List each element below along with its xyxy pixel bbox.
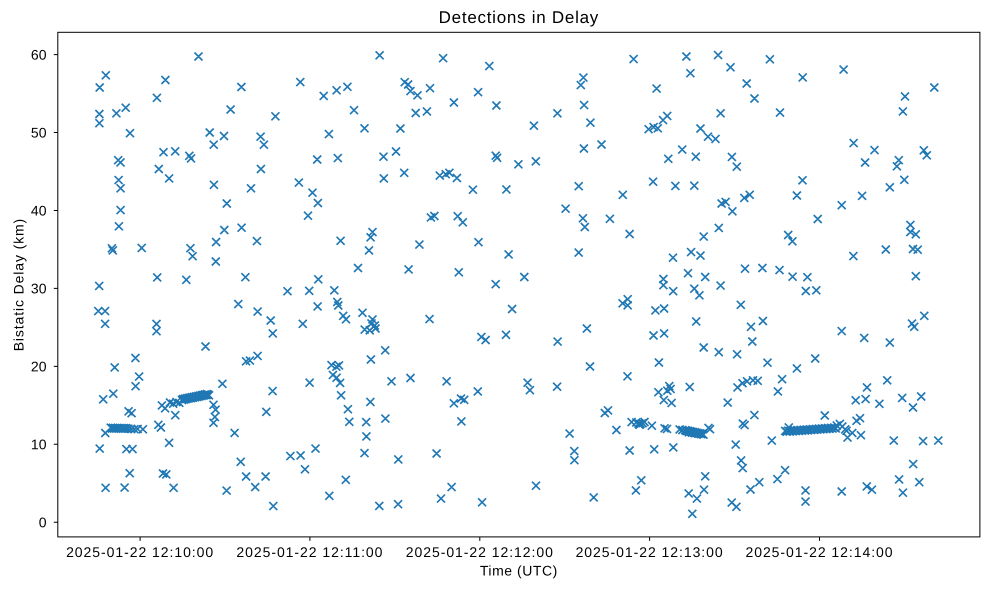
svg-text:2025-01-22 12:12:00: 2025-01-22 12:12:00 xyxy=(406,544,554,560)
svg-text:20: 20 xyxy=(31,358,47,374)
svg-text:2025-01-22 12:10:00: 2025-01-22 12:10:00 xyxy=(66,544,214,560)
svg-text:2025-01-22 12:11:00: 2025-01-22 12:11:00 xyxy=(236,544,383,560)
svg-text:2025-01-22 12:13:00: 2025-01-22 12:13:00 xyxy=(576,544,724,560)
svg-text:Detections in Delay: Detections in Delay xyxy=(439,8,599,27)
svg-text:2025-01-22 12:14:00: 2025-01-22 12:14:00 xyxy=(745,544,893,560)
svg-text:0: 0 xyxy=(39,514,47,530)
svg-text:40: 40 xyxy=(31,202,47,218)
svg-text:10: 10 xyxy=(31,436,47,452)
svg-text:50: 50 xyxy=(31,124,47,140)
svg-text:30: 30 xyxy=(31,280,47,296)
svg-text:Time (UTC): Time (UTC) xyxy=(480,562,558,578)
svg-text:Bistatic Delay (km): Bistatic Delay (km) xyxy=(11,218,27,351)
svg-text:60: 60 xyxy=(31,47,47,63)
